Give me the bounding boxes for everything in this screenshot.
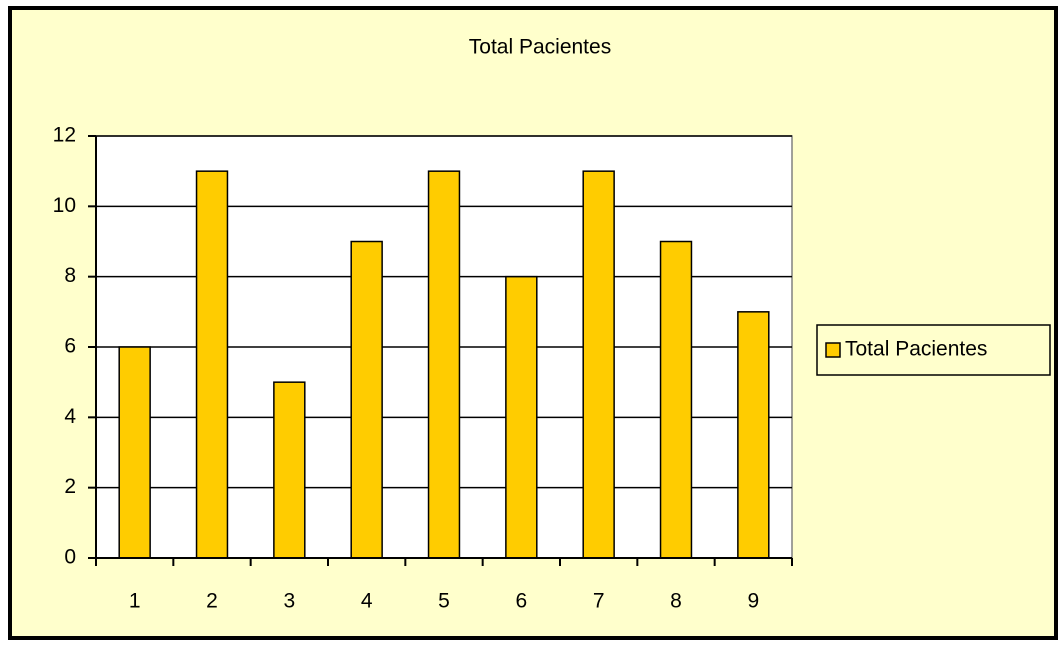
x-tick-label: 3 [283, 590, 295, 613]
bar [118, 346, 151, 559]
chart-title: Total Pacientes [469, 36, 611, 59]
x-tick-label: 2 [206, 590, 218, 613]
y-tick-label: 2 [64, 475, 76, 498]
bar [505, 275, 538, 559]
bar [427, 170, 461, 559]
x-tick-label: 8 [670, 590, 682, 613]
y-tick-label: 10 [53, 194, 76, 217]
bar [273, 381, 306, 559]
y-tick-label: 12 [53, 124, 76, 147]
legend-box [816, 324, 1051, 376]
x-tick-label: 9 [747, 590, 759, 613]
x-tick-label: 1 [129, 590, 141, 613]
bar [737, 311, 770, 559]
y-tick-label: 6 [64, 335, 76, 358]
bar [350, 240, 383, 559]
legend-label: Total Pacientes [845, 338, 987, 361]
bar [195, 170, 229, 559]
legend-swatch [825, 342, 841, 358]
bar [582, 170, 615, 559]
y-tick-label: 0 [64, 546, 76, 569]
bar [659, 240, 693, 559]
x-tick-label: 7 [593, 590, 605, 613]
y-tick-label: 4 [64, 405, 76, 428]
x-tick-label: 5 [438, 590, 450, 613]
x-tick-label: 4 [361, 590, 373, 613]
y-tick-label: 8 [64, 264, 76, 287]
x-tick-label: 6 [515, 590, 527, 613]
